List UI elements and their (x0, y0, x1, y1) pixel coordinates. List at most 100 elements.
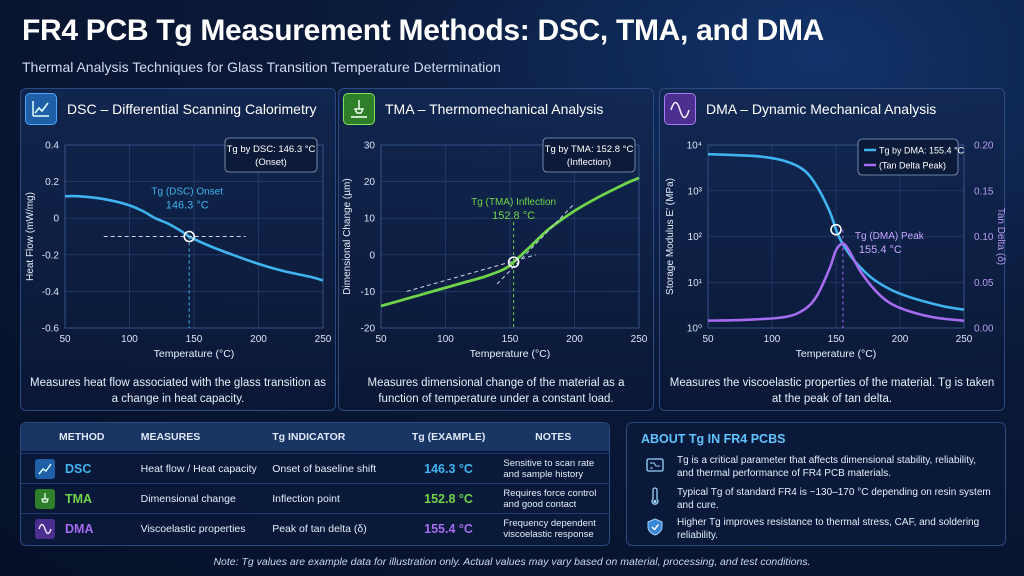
tg-marker (183, 230, 196, 243)
dsc-panel: DSC – Differential Scanning Calorimetry … (20, 88, 336, 411)
x-tick-label: 100 (764, 334, 781, 345)
y-tick-label: -20 (361, 324, 376, 335)
dsc-heat-flow-line (64, 194, 324, 282)
notes-cell: Frequency dependent viscoelastic respons… (503, 517, 596, 540)
tg-result-text: Tg by DSC: 146.3 °C (227, 144, 316, 155)
tg-annotation-label: Tg (TMA) Inflection (471, 197, 556, 208)
dsc-chart: 50 100 150 200 250 Temperature (°C) 0.4 0.2 0 -0.… (25, 137, 332, 360)
x-axis-label: Temperature (°C) (796, 348, 877, 360)
y-axis-label: Dimensional Change (µm) (342, 178, 353, 294)
tg-annotation-label: Tg (DSC) Onset (151, 187, 223, 198)
notes-cell: Requires force control and good contact (503, 487, 597, 510)
y-tick-label: 30 (364, 141, 376, 152)
legend-label-tan-delta: (Tan Delta Peak) (879, 161, 946, 171)
header-tg-example: Tg (EXAMPLE) (411, 431, 486, 443)
probe-icon (35, 488, 55, 509)
method-name: DSC (65, 461, 92, 476)
tg-annotation-value: 155.4 °C (859, 244, 902, 256)
y-tick-label: 10² (688, 232, 703, 243)
table-row: DMA Viscoelastic properties Peak of tan … (21, 513, 609, 543)
about-text: Tg is a critical parameter that affects … (677, 455, 977, 479)
table-row: TMA Dimensional change Inflection point … (21, 483, 609, 513)
x-tick-label: 50 (59, 334, 71, 345)
tg-result-method: (Onset) (255, 157, 287, 168)
dsc-panel-header: DSC – Differential Scanning Calorimetry (21, 89, 335, 129)
y-tick-label: 0.2 (45, 177, 59, 188)
indicator-cell: Onset of baseline shift (272, 462, 377, 475)
tg-result-box (542, 137, 636, 173)
dma-chart: 50 100 150 200 250 Temperature (°C) 10⁴ 10³ 10² 1… (665, 138, 1006, 360)
plot-frame (707, 144, 965, 329)
x-tick-label: 200 (250, 334, 267, 345)
x-tick-label: 200 (892, 334, 909, 345)
dsc-description: Measures heat flow associated with the g… (30, 377, 326, 405)
method-name: DMA (65, 521, 94, 536)
probe-icon (343, 93, 375, 125)
about-item: Typical Tg of standard FR4 is ~130–170 °… (645, 487, 995, 512)
header-method: METHOD (59, 431, 105, 443)
x-tick-label: 200 (566, 334, 583, 345)
measures-cell: Dimensional change (140, 492, 236, 505)
dma-panel: DMA – Dynamic Mechanical Analysis 50 100 1… (659, 88, 1006, 411)
tma-dimension-line (380, 176, 640, 308)
about-tg-box: ABOUT Tg IN FR4 PCBS Tg is a critical pa… (626, 422, 1006, 546)
y-tick-label: 10⁴ (687, 141, 702, 152)
y-tick-label: -0.6 (42, 324, 60, 335)
wave-icon (35, 518, 55, 539)
page-subtitle: Thermal Analysis Techniques for Glass Tr… (22, 59, 501, 75)
legend-label-modulus: Tg by DMA: 155.4 °C (879, 146, 965, 156)
y-tick-label: -0.4 (42, 287, 60, 298)
y-axis-label: Storage Modulus E′ (MPa) (665, 178, 676, 295)
measures-cell: Viscoelastic properties (140, 522, 246, 535)
y-tick-label: 0 (369, 250, 375, 261)
thermometer-icon (645, 487, 665, 507)
header-tg-indicator: Tg INDICATOR (272, 431, 346, 443)
x-tick-label: 50 (375, 334, 387, 345)
tg-annotation-value: 146.3 °C (166, 200, 209, 212)
circuit-board-icon (645, 455, 665, 475)
table-header: METHOD MEASURES Tg INDICATOR Tg (EXAMPLE… (21, 423, 609, 451)
tg-marker (830, 223, 842, 236)
line-chart-icon (25, 93, 57, 125)
y-tick-label: -10 (361, 287, 376, 298)
x-tick-label: 150 (186, 334, 203, 345)
wave-icon (664, 93, 696, 125)
x-tick-label: 250 (315, 334, 332, 345)
about-text: Typical Tg of standard FR4 is ~130–170 °… (677, 487, 991, 511)
x-tick-label: 100 (437, 334, 454, 345)
about-item: Higher Tg improves resistance to thermal… (645, 517, 995, 542)
storage-modulus-line (707, 152, 965, 311)
tma-description: Measures dimensional change of the mater… (367, 377, 625, 405)
y-right-tick-label: 0.15 (974, 186, 994, 197)
glassy-tangent-line (406, 254, 536, 292)
tg-example-cell: 146.3 °C (424, 461, 473, 476)
x-tick-label: 50 (702, 334, 714, 345)
indicator-cell: Peak of tan delta (δ) (272, 522, 367, 535)
tg-example-cell: 152.8 °C (424, 491, 473, 506)
tg-annotation-label: Tg (DMA) Peak (855, 231, 925, 242)
tma-panel-header: TMA – Thermomechanical Analysis (339, 89, 653, 129)
x-tick-label: 250 (956, 334, 973, 345)
shield-icon (645, 517, 665, 537)
y-right-tick-label: 0.00 (974, 324, 994, 335)
plot-frame (64, 144, 324, 329)
y-right-tick-label: 0.05 (974, 278, 994, 289)
header-notes: NOTES (535, 430, 572, 443)
page-title: FR4 PCB Tg Measurement Methods: DSC, TMA… (22, 14, 825, 47)
dma-panel-title: DMA – Dynamic Mechanical Analysis (706, 101, 937, 117)
legend-box (857, 138, 959, 176)
dma-description: Measures the viscoelastic properties of … (669, 377, 995, 405)
y-right-tick-label: 0.10 (974, 232, 994, 243)
y-tick-label: 0.4 (45, 141, 59, 152)
tma-panel: TMA – Thermomechanical Analysis 50 100 150… (338, 88, 654, 411)
tg-result-box (224, 137, 318, 173)
tma-panel-title: TMA – Thermomechanical Analysis (385, 101, 604, 117)
tg-result-method: (Inflection) (567, 157, 611, 168)
y-tick-label: 10 (364, 214, 376, 225)
header-measures: MEASURES (140, 431, 201, 443)
y-tick-label: 20 (364, 177, 376, 188)
x-tick-label: 250 (631, 334, 648, 345)
y-tick-label: 10¹ (688, 278, 703, 289)
indicator-cell: Inflection point (272, 492, 340, 505)
about-item: Tg is a critical parameter that affects … (645, 455, 995, 480)
